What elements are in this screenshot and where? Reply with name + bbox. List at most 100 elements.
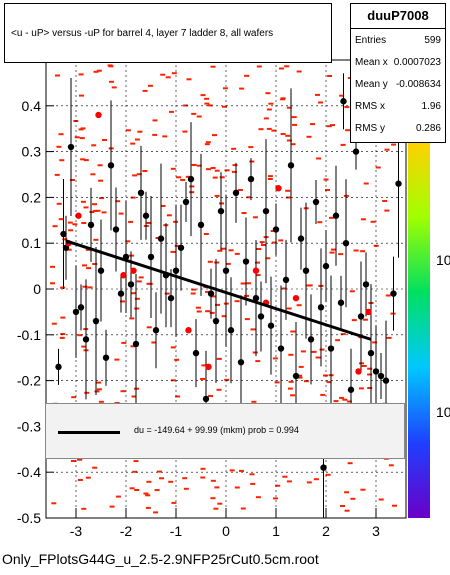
red-dash-marker [51, 502, 57, 505]
red-dash-marker [252, 351, 258, 354]
red-dash-marker [263, 117, 269, 120]
red-dash-marker [125, 240, 131, 243]
red-dash-marker [168, 480, 174, 483]
red-dash-marker [204, 143, 210, 146]
red-dash-marker [118, 212, 124, 215]
red-dash-marker [386, 336, 392, 339]
red-dash-marker [91, 144, 97, 147]
red-dash-marker [203, 233, 209, 235]
data-point-black [267, 322, 275, 329]
red-dash-marker [200, 94, 206, 97]
red-dash-marker [266, 127, 272, 130]
stats-value: 1.96 [421, 101, 441, 112]
red-dash-marker [165, 76, 171, 79]
red-dash-marker [259, 241, 265, 244]
data-point-black [332, 212, 340, 219]
data-point-red [355, 368, 362, 375]
red-dash-marker [171, 501, 177, 504]
red-dash-marker [101, 211, 107, 214]
red-dash-marker [60, 286, 66, 289]
red-dash-marker [275, 484, 281, 487]
red-dash-marker [358, 387, 364, 390]
stats-label: Entries [355, 35, 387, 46]
red-dash-marker [363, 182, 369, 185]
data-point-black [67, 143, 75, 151]
red-dash-marker [292, 123, 297, 126]
red-dash-marker [128, 220, 134, 223]
red-dash-marker [138, 276, 144, 279]
red-dash-marker [152, 133, 158, 136]
red-dash-marker [340, 333, 346, 336]
red-dash-marker [69, 179, 75, 181]
red-dash-marker [325, 473, 331, 476]
data-point-black [317, 304, 325, 311]
red-dash-marker [317, 221, 323, 224]
red-dash-marker [58, 218, 64, 221]
stats-value: 599 [424, 35, 441, 46]
red-dash-marker [129, 317, 135, 320]
red-dash-marker [225, 262, 231, 265]
y-tick-label: 0.2 [22, 189, 42, 205]
y-tick-label: -0.1 [17, 327, 41, 343]
red-dash-marker [56, 202, 62, 205]
red-dash-marker [210, 479, 216, 482]
red-dash-marker [82, 285, 88, 288]
red-dash-marker [85, 248, 91, 251]
red-dash-marker [345, 129, 351, 132]
y-tick-label: 0.1 [22, 235, 42, 251]
stats-label: RMS y [355, 123, 385, 134]
red-dash-marker [147, 84, 153, 87]
red-dash-marker [79, 137, 85, 140]
red-dash-marker [77, 479, 83, 481]
data-point-black [257, 313, 265, 320]
data-point-black [282, 276, 290, 284]
red-dash-marker [191, 112, 197, 115]
red-dash-marker [325, 189, 330, 191]
data-point-black [60, 230, 67, 238]
red-dash-marker [175, 395, 181, 398]
red-dash-marker [87, 286, 93, 289]
data-point-black [327, 345, 335, 352]
red-dash-marker [300, 350, 306, 353]
red-dash-marker [94, 390, 100, 393]
red-dash-marker [306, 481, 312, 484]
red-dash-marker [208, 395, 213, 397]
red-dash-marker [361, 365, 367, 367]
red-dash-marker [156, 470, 162, 473]
data-point-black [132, 340, 140, 348]
red-dash-marker [273, 497, 278, 500]
red-dash-marker [68, 229, 74, 232]
red-dash-marker [221, 315, 227, 318]
red-dash-marker [268, 102, 274, 105]
red-dash-marker [350, 497, 356, 500]
red-dash-marker [280, 97, 286, 100]
red-dash-marker [169, 110, 174, 113]
data-point-black [142, 212, 150, 219]
red-dash-marker [121, 341, 127, 344]
x-tick-label: -3 [70, 523, 83, 539]
y-tick-label: 0 [33, 281, 41, 297]
red-dash-marker [353, 249, 359, 252]
red-dash-marker [70, 460, 76, 462]
red-dash-marker [216, 388, 222, 391]
red-dash-marker [340, 505, 345, 507]
red-dash-marker [216, 357, 222, 360]
red-dash-marker [323, 374, 328, 377]
red-dash-marker [171, 72, 177, 75]
red-dash-marker [51, 322, 57, 325]
data-point-black [137, 189, 145, 197]
data-point-red [292, 294, 300, 302]
red-dash-marker [327, 75, 333, 77]
red-dash-marker [384, 209, 390, 212]
red-dash-marker [160, 205, 166, 207]
red-dash-marker [211, 295, 216, 298]
red-dash-marker [360, 250, 366, 253]
red-dash-marker [89, 211, 95, 213]
red-dash-marker [180, 179, 186, 181]
red-dash-marker [349, 290, 355, 293]
data-point-black [152, 327, 160, 334]
red-dash-marker [170, 379, 176, 382]
z-axis-label-upper: 10 [436, 252, 450, 268]
red-dash-marker [266, 108, 272, 111]
data-point-black [77, 304, 85, 311]
